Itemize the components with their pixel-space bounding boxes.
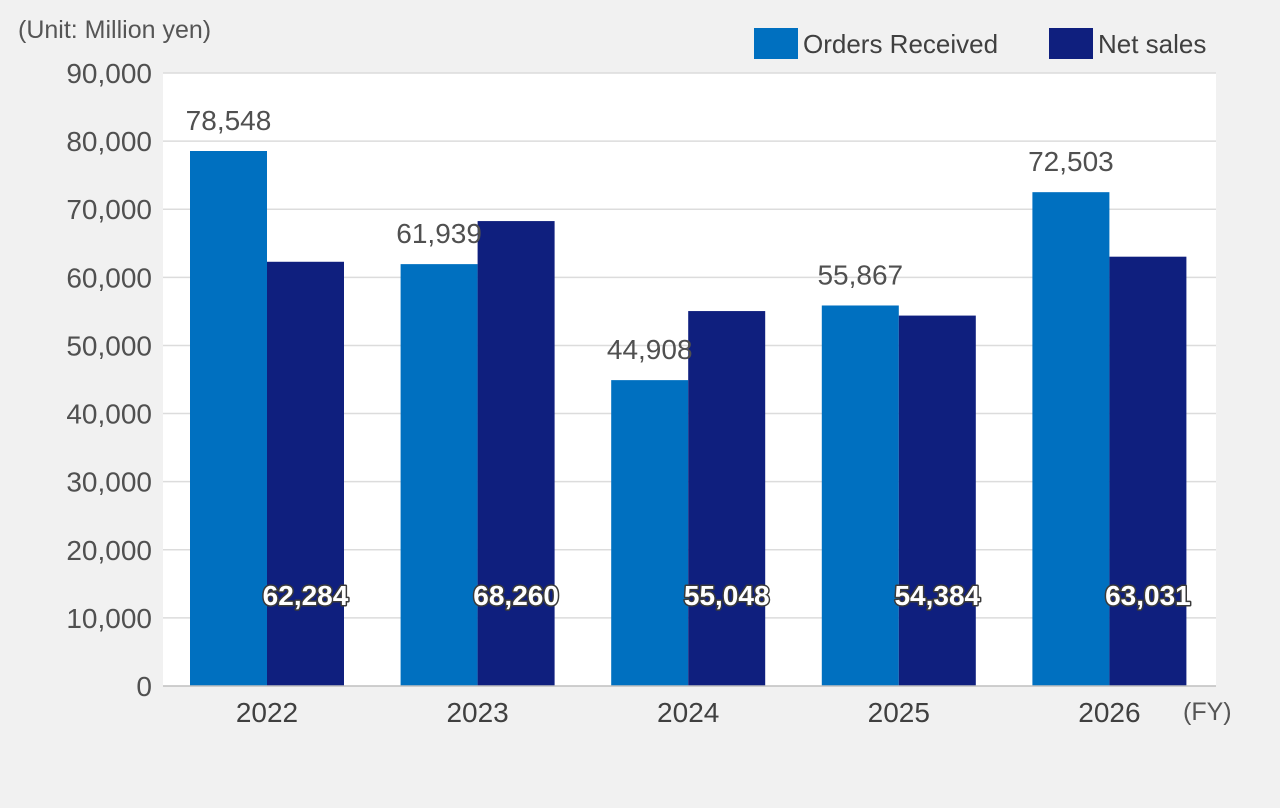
- y-tick-label: 70,000: [66, 194, 152, 225]
- bar-orders-received: [821, 305, 899, 686]
- y-tick-label: 30,000: [66, 467, 152, 498]
- data-label-net-sales: 54,384: [894, 580, 980, 611]
- data-label-orders-received: 44,908: [607, 334, 693, 365]
- x-tick-label: 2023: [446, 697, 508, 728]
- y-tick-label: 20,000: [66, 535, 152, 566]
- x-axis-ticks: 2022 2023 2024 2025 2026: [236, 697, 1141, 728]
- bar-orders-received: [400, 264, 478, 686]
- x-tick-label: 2022: [236, 697, 298, 728]
- data-label-net-sales: 63,031: [1105, 580, 1191, 611]
- data-label-orders-received: 61,939: [396, 218, 482, 249]
- data-label-net-sales: 55,048: [684, 580, 770, 611]
- y-axis-ticks: 0 10,000 20,000 30,000 40,000 50,000 60,000 70,…: [66, 58, 152, 702]
- bar-net-sales: [267, 261, 344, 686]
- x-tick-label: 2024: [657, 697, 719, 728]
- data-label-orders-received: 55,867: [817, 259, 903, 290]
- legend-label: Net sales: [1098, 29, 1206, 59]
- x-tick-label: 2025: [868, 697, 930, 728]
- data-labels: 78,548 62,284 61,939 68,260 44,908 55,048 55,8…: [186, 105, 1193, 612]
- bar-net-sales: [477, 221, 555, 687]
- bars: [190, 151, 1187, 687]
- y-tick-label: 50,000: [66, 330, 152, 361]
- bar-net-sales: [1109, 256, 1187, 686]
- bar-net-sales: [898, 315, 976, 686]
- y-tick-label: 40,000: [66, 399, 152, 430]
- x-tick-label: 2026: [1078, 697, 1140, 728]
- bar-orders-received: [1032, 192, 1110, 686]
- bar-net-sales: [688, 311, 766, 686]
- y-tick-label: 60,000: [66, 262, 152, 293]
- data-label-orders-received: 78,548: [186, 105, 272, 136]
- y-tick-label: 0: [136, 671, 152, 702]
- legend-label: Orders Received: [803, 29, 998, 59]
- y-tick-label: 90,000: [66, 58, 152, 89]
- legend: Orders Received Net sales: [754, 28, 1206, 59]
- data-label-orders-received: 72,503: [1028, 146, 1114, 177]
- x-axis-suffix: (FY): [1183, 698, 1232, 726]
- data-label-net-sales: 68,260: [473, 580, 559, 611]
- unit-label: (Unit: Million yen): [18, 16, 211, 44]
- bar-orders-received: [611, 380, 689, 686]
- bar-orders-received: [190, 151, 267, 686]
- data-label-net-sales: 62,284: [263, 580, 349, 611]
- legend-swatch-net-sales: [1049, 28, 1093, 59]
- y-tick-label: 80,000: [66, 126, 152, 157]
- y-tick-label: 10,000: [66, 603, 152, 634]
- legend-swatch-orders-received: [754, 28, 798, 59]
